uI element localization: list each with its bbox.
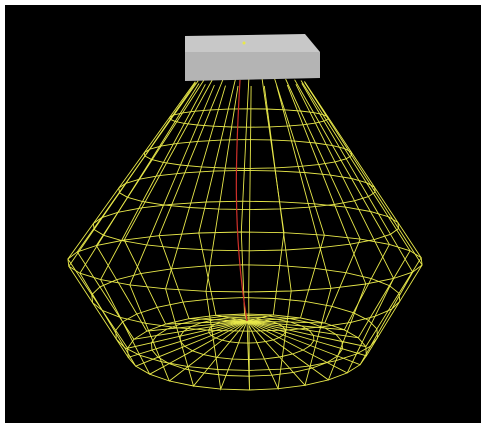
ring — [151, 314, 343, 377]
ring — [143, 139, 353, 169]
ring — [92, 200, 400, 252]
ring — [179, 316, 315, 361]
ring — [118, 169, 376, 211]
ring — [208, 318, 286, 344]
wireframe-net — [67, 77, 423, 391]
ring — [91, 264, 401, 332]
center-line — [235, 79, 248, 322]
box-top — [185, 34, 320, 52]
ring — [115, 297, 378, 371]
ring — [127, 313, 367, 391]
box-marker — [242, 41, 246, 45]
box-front — [185, 52, 320, 81]
ring — [67, 231, 423, 293]
ring — [169, 108, 329, 128]
